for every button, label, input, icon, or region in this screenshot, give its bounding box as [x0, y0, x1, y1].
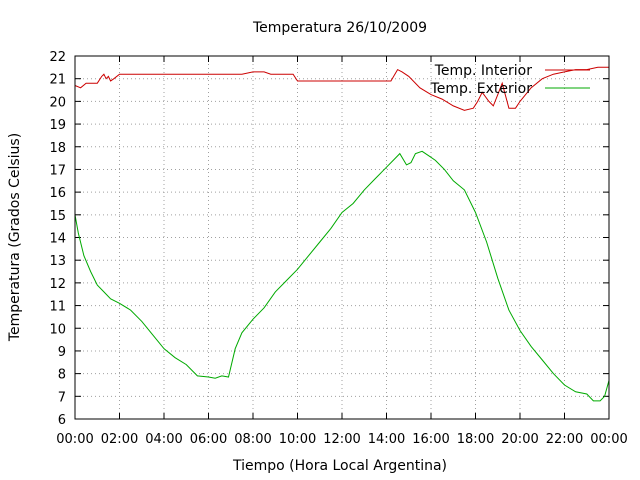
- x-tick-label: 02:00: [101, 432, 138, 447]
- y-tick-label: 7: [58, 390, 66, 405]
- series-layer: [74, 66, 610, 402]
- legend-label: Temp. Exterior: [430, 81, 533, 97]
- y-tick-label: 13: [49, 254, 66, 269]
- y-axis-label: Temperatura (Grados Celsius): [7, 133, 23, 342]
- y-tick-label: 11: [49, 300, 66, 315]
- x-tick-label: 12:00: [323, 432, 360, 447]
- legend-label: Temp. Interior: [434, 63, 533, 79]
- x-tick-label: 20:00: [501, 432, 538, 447]
- y-tick-label: 18: [49, 141, 66, 156]
- x-tick-label: 16:00: [412, 432, 449, 447]
- x-tick-label: 14:00: [368, 432, 405, 447]
- x-axis: 00:00 02:00 04:00 06:00 08:00 10:00 12:00 14:00…: [56, 56, 628, 447]
- y-tick-label: 14: [49, 232, 66, 247]
- y-tick-label: 6: [58, 413, 66, 428]
- x-axis-label: Tiempo (Hora Local Argentina): [232, 458, 447, 474]
- y-tick-label: 21: [49, 73, 66, 88]
- y-tick-label: 10: [49, 322, 66, 337]
- y-tick-label: 22: [49, 50, 66, 65]
- y-tick-label: 20: [49, 95, 66, 110]
- x-tick-label: 04:00: [145, 432, 182, 447]
- y-tick-label: 9: [58, 345, 66, 360]
- y-tick-label: 19: [49, 118, 66, 133]
- x-tick-label: 00:00: [590, 432, 627, 447]
- legend: Temp. Interior Temp. Exterior: [430, 63, 590, 97]
- y-tick-label: 8: [58, 368, 66, 383]
- series-line-interior: [74, 66, 609, 111]
- x-tick-label: 08:00: [234, 432, 271, 447]
- y-tick-label: 12: [49, 277, 66, 292]
- x-tick-label: 06:00: [190, 432, 227, 447]
- x-tick-label: 22:00: [546, 432, 583, 447]
- chart-title: Temperatura 26/10/2009: [252, 20, 427, 36]
- y-tick-label: 16: [49, 186, 66, 201]
- y-tick-label: 15: [49, 209, 66, 224]
- plot-frame: [74, 55, 610, 420]
- x-tick-label: 18:00: [457, 432, 494, 447]
- series-line-exterior: [74, 150, 610, 402]
- y-tick-label: 17: [49, 163, 66, 178]
- x-tick-label: 00:00: [56, 432, 93, 447]
- grid: [75, 56, 609, 419]
- y-axis: 6 7 8 9 10 11 12 13 14 15 16 17 18 19 20 21 22: [49, 50, 609, 428]
- x-tick-label: 10:00: [279, 432, 316, 447]
